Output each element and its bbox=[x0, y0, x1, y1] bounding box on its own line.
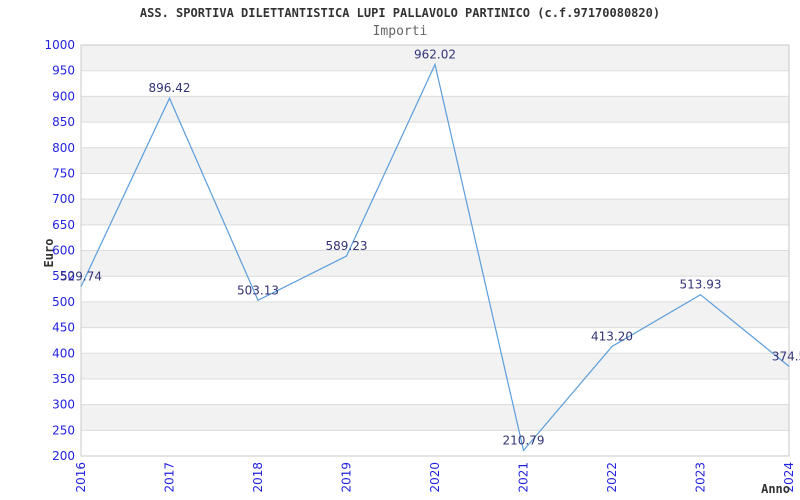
grid-band bbox=[81, 353, 789, 379]
grid-band bbox=[81, 404, 789, 431]
y-axis-title: Euro bbox=[42, 238, 56, 268]
x-tick-label: 2019 bbox=[340, 462, 354, 493]
y-tick-label: 300 bbox=[52, 398, 75, 412]
x-tick-label: 2024 bbox=[782, 462, 796, 493]
y-tick-label: 550 bbox=[52, 269, 75, 283]
grid-band bbox=[81, 199, 789, 225]
grid-band bbox=[81, 96, 789, 123]
y-tick-label: 400 bbox=[52, 346, 75, 360]
y-tick-label: 750 bbox=[52, 166, 75, 180]
y-tick-label: 1000 bbox=[44, 38, 75, 52]
y-tick-label: 250 bbox=[52, 423, 75, 437]
x-tick-label: 2021 bbox=[517, 462, 531, 493]
y-tick-label: 850 bbox=[52, 115, 75, 129]
x-tick-label: 2020 bbox=[428, 462, 442, 493]
chart-subtitle: Importi bbox=[372, 24, 428, 39]
plot-border bbox=[80, 44, 790, 457]
x-tick-label: 2016 bbox=[74, 462, 88, 493]
x-tick-label: 2018 bbox=[251, 462, 265, 493]
x-tick-label: 2022 bbox=[605, 462, 619, 493]
grid-band bbox=[81, 301, 789, 328]
grid-band bbox=[81, 147, 789, 174]
data-point-label: 896.42 bbox=[149, 81, 191, 95]
y-tick-label: 700 bbox=[52, 192, 75, 206]
y-tick-label: 950 bbox=[52, 64, 75, 78]
data-point-label: 413.20 bbox=[591, 329, 633, 343]
y-tick-label: 350 bbox=[52, 372, 75, 386]
y-tick-label: 800 bbox=[52, 141, 75, 155]
y-tick-label: 900 bbox=[52, 89, 75, 103]
y-tick-label: 200 bbox=[52, 449, 75, 463]
x-tick-label: 2023 bbox=[694, 462, 708, 493]
data-point-label: 210.79 bbox=[503, 433, 545, 447]
y-tick-label: 600 bbox=[52, 244, 75, 258]
data-point-label: 962.02 bbox=[414, 48, 456, 62]
y-tick-label: 500 bbox=[52, 295, 75, 309]
data-point-label: 374.5 bbox=[772, 349, 800, 363]
data-point-label: 529.74 bbox=[60, 270, 102, 284]
y-tick-label: 650 bbox=[52, 218, 75, 232]
data-line bbox=[80, 62, 790, 452]
data-point-label: 503.13 bbox=[237, 283, 279, 297]
data-point-label: 513.93 bbox=[680, 278, 722, 292]
data-point-label: 589.23 bbox=[326, 239, 368, 253]
x-tick-label: 2017 bbox=[163, 462, 177, 493]
chart-title: ASS. SPORTIVA DILETTANTISTICA LUPI PALLA… bbox=[139, 6, 661, 20]
grid-band bbox=[81, 250, 789, 277]
x-axis-title: Anno bbox=[761, 482, 790, 496]
y-tick-label: 450 bbox=[52, 321, 75, 335]
